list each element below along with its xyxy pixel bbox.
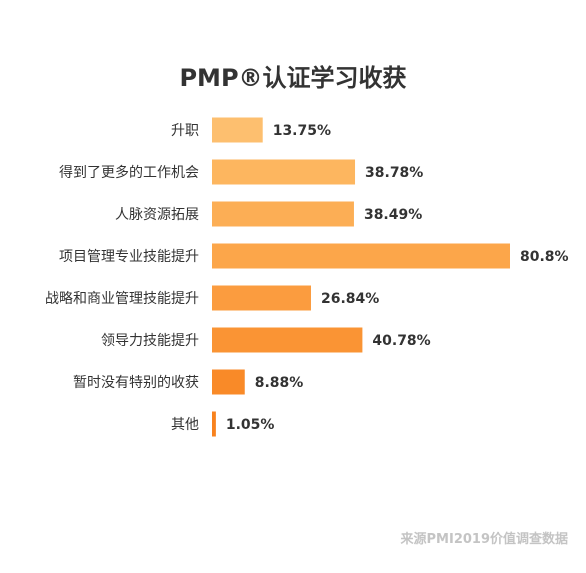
bar xyxy=(212,159,356,185)
value-label: 80.8% xyxy=(520,249,569,265)
bar xyxy=(212,243,510,269)
value-label: 1.05% xyxy=(226,417,275,433)
value-label: 38.49% xyxy=(364,207,422,223)
value-label: 8.88% xyxy=(255,375,304,391)
bar xyxy=(212,411,216,437)
value-label: 38.78% xyxy=(365,165,423,181)
bar xyxy=(212,285,311,311)
bar xyxy=(212,327,363,353)
data-source-note: 来源PMI2019价值调查数据 xyxy=(400,532,568,547)
bar-chart: 升职 13.75% 得到了更多的工作机会 38.78% 人脉资源拓展 38.49% 项目管理… xyxy=(45,117,569,437)
value-label: 13.75% xyxy=(273,123,331,139)
category-label: 得到了更多的工作机会 xyxy=(59,164,199,181)
value-label: 40.78% xyxy=(372,333,430,349)
category-label: 项目管理专业技能提升 xyxy=(59,249,199,265)
category-label: 暂时没有特别的收获 xyxy=(73,375,199,391)
chart-title: PMP®认证学习收获 xyxy=(179,64,407,92)
category-label: 人脉资源拓展 xyxy=(115,207,199,223)
value-label: 26.84% xyxy=(321,291,379,307)
category-label: 领导力技能提升 xyxy=(101,333,199,349)
category-label: 战略和商业管理技能提升 xyxy=(45,291,199,307)
category-label: 升职 xyxy=(171,123,199,139)
bar xyxy=(212,117,263,143)
category-label: 其他 xyxy=(171,417,199,433)
bar xyxy=(212,369,245,395)
bar xyxy=(212,201,354,227)
